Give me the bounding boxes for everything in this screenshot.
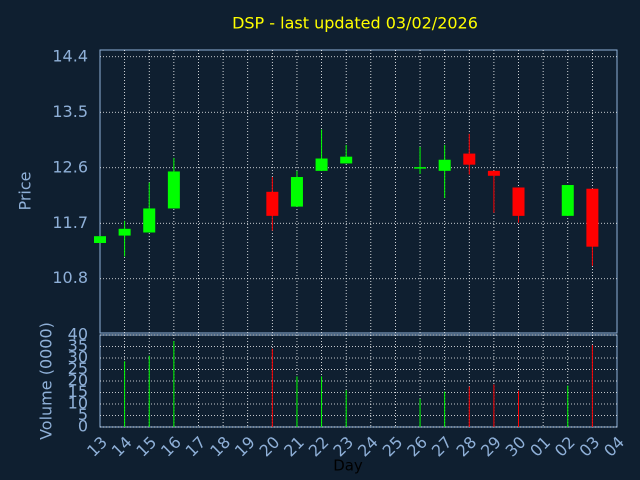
y-tick-label: 12.6 <box>52 157 88 176</box>
candle-body <box>438 159 451 171</box>
volume-tick-label: 10 <box>68 394 88 413</box>
x-axis-label: Day <box>333 457 363 475</box>
candle-body <box>94 236 106 243</box>
volume-tick-label: 30 <box>68 348 88 367</box>
volume-tick-label: 35 <box>68 336 88 355</box>
volume-tick-label: 20 <box>68 371 88 390</box>
y-tick-label: 11.7 <box>52 213 88 232</box>
candle-body <box>315 158 328 171</box>
volume-axis-label: Volume (0000) <box>37 322 56 440</box>
volume-tick-label: 0 <box>78 417 88 436</box>
volume-tick-label: 15 <box>68 382 88 401</box>
candle-body <box>143 208 156 233</box>
candle-body <box>512 187 525 216</box>
candle-body <box>118 228 131 236</box>
y-axis-label: Price <box>16 171 35 210</box>
candle-body <box>266 191 279 216</box>
y-tick-label: 14.4 <box>52 46 88 65</box>
volume-tick-label: 5 <box>78 405 88 424</box>
volume-tick-label: 40 <box>68 325 88 344</box>
candle-body <box>586 188 599 247</box>
candle-body <box>487 170 500 176</box>
y-tick-label: 10.8 <box>52 268 88 287</box>
volume-tick-label: 25 <box>68 359 88 378</box>
price-panel <box>99 49 618 334</box>
candle-body <box>340 156 353 164</box>
candle-body <box>561 185 574 216</box>
candle-body <box>290 177 303 207</box>
candle-body <box>167 171 180 209</box>
candle-body <box>463 153 476 165</box>
candle-body <box>414 167 427 169</box>
y-tick-label: 13.5 <box>52 102 88 121</box>
chart-title: DSP - last updated 03/02/2026 <box>232 14 478 33</box>
